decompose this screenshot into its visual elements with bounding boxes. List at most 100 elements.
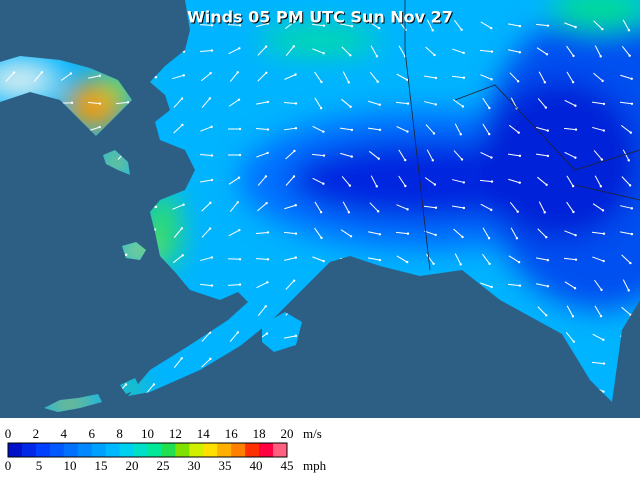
wind-arrow-head xyxy=(487,132,491,136)
wind-arrow-head xyxy=(350,128,354,132)
ms-tick-label: 18 xyxy=(253,426,266,441)
wind-arrow xyxy=(201,202,211,212)
legend-swatch xyxy=(133,443,148,457)
wind-arrow xyxy=(592,126,604,132)
wind-arrow-head xyxy=(69,72,73,75)
wind-arrow xyxy=(199,50,213,52)
wind-arrow xyxy=(199,283,213,287)
ms-tick-label: 8 xyxy=(116,426,123,441)
wind-arrow xyxy=(426,149,434,161)
wind-arrow-head xyxy=(40,71,44,74)
wind-arrow-head xyxy=(461,105,465,108)
wind-arrow xyxy=(200,256,212,262)
wind-arrow-head xyxy=(432,262,435,266)
wind-arrow xyxy=(594,45,602,57)
wind-arrow xyxy=(370,45,378,57)
wind-arrow-head xyxy=(349,105,352,109)
wind-arrow xyxy=(257,46,267,56)
wind-arrow-head xyxy=(238,24,242,27)
wind-arrow xyxy=(284,20,296,30)
wind-arrow xyxy=(396,126,408,132)
wind-arrow-head xyxy=(350,155,353,158)
wind-arrow-head xyxy=(630,102,634,105)
wind-arrow xyxy=(340,229,352,237)
wind-arrow xyxy=(398,19,406,31)
legend-swatch xyxy=(8,443,23,457)
wind-arrow-head xyxy=(433,183,437,186)
wind-arrow xyxy=(593,72,603,82)
wind-arrow-head xyxy=(546,129,549,132)
wind-arrow-head xyxy=(180,97,184,100)
wind-arrow xyxy=(620,205,632,209)
wind-arrow xyxy=(283,102,297,104)
wind-arrow xyxy=(592,333,604,341)
wind-arrow-head xyxy=(322,182,325,185)
wind-arrow-head xyxy=(209,357,212,361)
wind-arrow-head xyxy=(406,208,409,211)
wind-arrow-head xyxy=(630,207,634,210)
ms-tick-label: 4 xyxy=(61,426,68,441)
wind-arrow xyxy=(255,258,269,260)
wind-arrow xyxy=(622,279,630,291)
ms-tick-label: 2 xyxy=(33,426,40,441)
wind-arrow-head xyxy=(546,285,550,288)
wind-arrow xyxy=(564,230,576,236)
wind-arrow xyxy=(564,281,576,289)
legend-swatch xyxy=(189,443,204,457)
wind-arrow-head xyxy=(462,51,465,55)
wind-arrow xyxy=(256,101,268,105)
wind-arrow-head xyxy=(238,153,242,157)
wind-arrow-head xyxy=(490,180,494,183)
wind-arrow-head xyxy=(602,129,605,132)
wind-arrow-head xyxy=(489,26,493,30)
wind-arrow-head xyxy=(182,74,185,77)
wind-arrow-head xyxy=(546,258,550,262)
legend-swatch xyxy=(63,443,79,457)
wind-arrow-head xyxy=(238,228,241,232)
wind-arrow-head xyxy=(574,233,577,237)
wind-arrow xyxy=(5,72,15,82)
wind-arrow xyxy=(340,152,352,158)
wind-arrow-head xyxy=(572,54,575,58)
wind-arrow xyxy=(480,152,492,158)
wind-arrow xyxy=(508,255,520,263)
wind-arrow-head xyxy=(378,103,381,106)
wind-arrow-head xyxy=(602,362,606,365)
wind-arrow xyxy=(368,150,380,160)
wind-arrow xyxy=(619,101,633,105)
wind-arrow xyxy=(593,150,603,160)
wind-arrow-head xyxy=(377,157,380,160)
mph-tick-label: 40 xyxy=(250,458,263,473)
wind-arrow xyxy=(426,253,434,265)
wind-arrow xyxy=(454,123,462,135)
wind-arrow-head xyxy=(265,332,269,335)
legend-swatch xyxy=(161,443,176,457)
wind-arrow-head xyxy=(322,154,326,157)
wind-arrow-head xyxy=(181,254,184,257)
wind-arrow-head xyxy=(238,283,242,286)
wind-arrow xyxy=(173,228,183,238)
wind-arrow-head xyxy=(238,127,242,131)
wind-arrow-head xyxy=(571,80,575,84)
mph-tick-label: 45 xyxy=(281,458,294,473)
wind-arrow xyxy=(339,127,353,131)
wind-arrow xyxy=(538,71,546,83)
wind-arrow-head xyxy=(210,178,214,182)
wind-arrow xyxy=(314,201,322,213)
wind-arrow-head xyxy=(488,262,491,266)
wind-arrow-head xyxy=(152,383,156,386)
wind-arrow xyxy=(201,228,211,238)
wind-arrow-head xyxy=(125,253,128,256)
wind-arrow-head xyxy=(322,130,325,133)
legend-swatch xyxy=(105,443,121,457)
wind-arrow xyxy=(424,75,436,79)
wind-arrow-head xyxy=(574,128,578,131)
wind-arrow-head xyxy=(237,176,241,179)
wind-arrow-head xyxy=(574,25,577,29)
wind-arrow xyxy=(537,306,547,316)
legend-swatch xyxy=(175,443,190,457)
wind-arrow-head xyxy=(405,260,409,264)
wind-arrow-head xyxy=(434,103,438,106)
wind-arrow-head xyxy=(487,236,491,240)
wind-arrow-head xyxy=(490,50,494,53)
